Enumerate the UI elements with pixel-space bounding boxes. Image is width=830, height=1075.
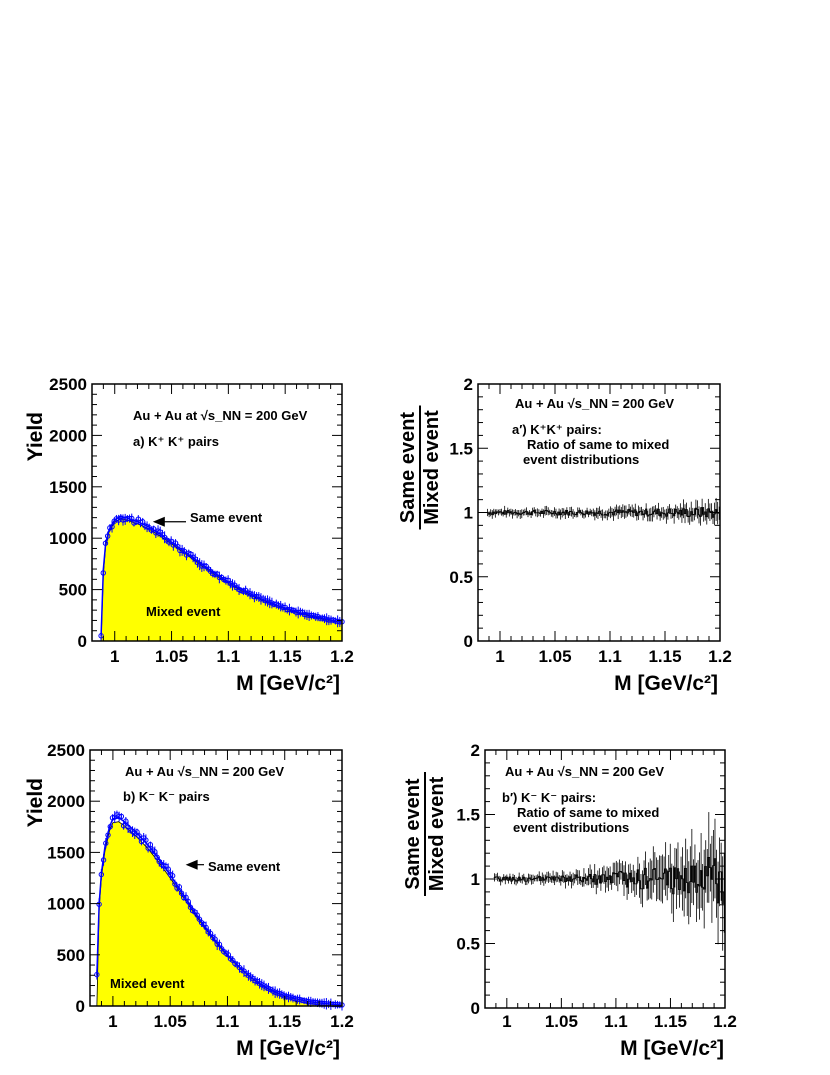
x-tick-label: 1 bbox=[110, 647, 119, 666]
ratio-ylabel: Same event Mixed event bbox=[402, 772, 448, 896]
pairs-label: a′) K⁺K⁺ pairs: bbox=[512, 422, 602, 437]
y-tick-label: 1500 bbox=[49, 478, 87, 497]
arrow-head bbox=[185, 859, 198, 870]
x-tick-label: 1.1 bbox=[216, 1012, 240, 1031]
y-tick-label: 500 bbox=[59, 581, 87, 600]
collision-label: Au + Au √s_NN = 200 GeV bbox=[125, 764, 284, 779]
panel-a: Au + Au at √s_NN = 200 GeV a) K⁺ K⁺ pairs… bbox=[24, 375, 354, 695]
collision-label: Au + Au √s_NN = 200 GeV bbox=[515, 396, 674, 411]
ratio-histogram bbox=[493, 812, 725, 951]
y-tick-label: 0 bbox=[78, 632, 87, 651]
collision-label: Au + Au at √s_NN = 200 GeV bbox=[133, 408, 308, 423]
y-tick-label: 2 bbox=[464, 375, 473, 394]
x-tick-label: 1.2 bbox=[330, 1012, 354, 1031]
y-tick-label: 0 bbox=[76, 997, 85, 1016]
ylabel-denominator: Mixed event bbox=[421, 410, 443, 525]
pairs-label: b′) K⁻ K⁻ pairs: bbox=[502, 790, 596, 805]
x-tick-label: 1 bbox=[495, 647, 504, 666]
panel-a_prime: Au + Au √s_NN = 200 GeV a′) K⁺K⁺ pairs:Ra… bbox=[397, 375, 732, 695]
x-tick-label: 1.15 bbox=[648, 647, 681, 666]
x-tick-label: 1.05 bbox=[154, 1012, 187, 1031]
ylabel-denominator: Mixed event bbox=[426, 776, 448, 891]
x-tick-label: 1.05 bbox=[155, 647, 188, 666]
y-tick-label: 1.5 bbox=[456, 806, 480, 825]
x-tick-label: 1.2 bbox=[330, 647, 354, 666]
same-event-label: Same event bbox=[190, 510, 263, 525]
ratio-desc-1: Ratio of same to mixed bbox=[527, 437, 669, 452]
y-tick-label: 0 bbox=[464, 632, 473, 651]
same-event-line bbox=[100, 515, 343, 636]
x-tick-label: 1.15 bbox=[269, 647, 302, 666]
x-tick-label: 1.1 bbox=[604, 1012, 628, 1031]
x-tick-label: 1.1 bbox=[217, 647, 241, 666]
same-event-point bbox=[136, 833, 142, 839]
y-tick-label: 500 bbox=[57, 946, 85, 965]
pairs-label: b) K⁻ K⁻ pairs bbox=[123, 789, 210, 804]
y-tick-label: 2500 bbox=[49, 375, 87, 394]
ylabel-numerator: Same event bbox=[402, 778, 424, 890]
y-tick-label: 0.5 bbox=[449, 568, 473, 587]
y-tick-label: 2 bbox=[471, 741, 480, 760]
y-tick-label: 1000 bbox=[49, 529, 87, 548]
x-tick-label: 1 bbox=[502, 1012, 511, 1031]
x-tick-label: 1.05 bbox=[545, 1012, 578, 1031]
same-event-point bbox=[207, 930, 214, 937]
ratio-line bbox=[486, 507, 720, 518]
x-tick-label: 1 bbox=[108, 1012, 117, 1031]
same-event-line bbox=[96, 816, 343, 1006]
same-event-label: Same event bbox=[208, 859, 281, 874]
panel-b: Au + Au √s_NN = 200 GeV b) K⁻ K⁻ pairs Sam… bbox=[24, 741, 354, 1060]
pairs-label: a) K⁺ K⁺ pairs bbox=[133, 434, 219, 449]
y-tick-label: 2500 bbox=[47, 741, 85, 760]
y-tick-label: 1 bbox=[471, 870, 480, 889]
x-tick-label: 1.2 bbox=[713, 1012, 737, 1031]
same-event-point bbox=[118, 813, 125, 820]
y-tick-label: 2000 bbox=[47, 792, 85, 811]
arrow-head bbox=[152, 516, 165, 527]
y-axis-label: Yield bbox=[24, 412, 47, 461]
ratio-desc-2: event distributions bbox=[513, 820, 629, 835]
mixed-event-label: Mixed event bbox=[110, 976, 185, 991]
y-axis-label: Yield bbox=[24, 778, 47, 827]
x-tick-label: 1.1 bbox=[598, 647, 622, 666]
collision-label: Au + Au √s_NN = 200 GeV bbox=[505, 764, 664, 779]
x-tick-label: 1.05 bbox=[538, 647, 571, 666]
x-tick-label: 1.15 bbox=[268, 1012, 301, 1031]
ratio-line bbox=[493, 857, 725, 904]
x-tick-label: 1.2 bbox=[708, 647, 732, 666]
x-axis-label: M [GeV/c²] bbox=[614, 672, 718, 695]
x-axis-label: M [GeV/c²] bbox=[236, 672, 340, 695]
ratio-desc-2: event distributions bbox=[523, 452, 639, 467]
y-tick-label: 1500 bbox=[47, 843, 85, 862]
y-tick-label: 2000 bbox=[49, 426, 87, 445]
same-event-point bbox=[225, 952, 232, 958]
x-axis-label: M [GeV/c²] bbox=[236, 1037, 340, 1060]
ratio-ylabel: Same event Mixed event bbox=[397, 405, 443, 530]
x-tick-label: 1.15 bbox=[654, 1012, 687, 1031]
y-tick-label: 1 bbox=[464, 504, 473, 523]
ratio-desc-1: Ratio of same to mixed bbox=[517, 805, 659, 820]
y-tick-label: 1.5 bbox=[449, 439, 473, 458]
ylabel-numerator: Same event bbox=[397, 412, 419, 524]
same-event-point bbox=[194, 912, 200, 918]
panel-b_prime: Au + Au √s_NN = 200 GeV b′) K⁻ K⁻ pairs:R… bbox=[402, 741, 737, 1060]
mixed-event-label: Mixed event bbox=[146, 604, 221, 619]
y-tick-label: 0.5 bbox=[456, 935, 480, 954]
ratio-histogram bbox=[486, 497, 720, 526]
y-tick-label: 1000 bbox=[47, 895, 85, 914]
y-tick-label: 0 bbox=[471, 999, 480, 1018]
x-axis-label: M [GeV/c²] bbox=[620, 1037, 724, 1060]
